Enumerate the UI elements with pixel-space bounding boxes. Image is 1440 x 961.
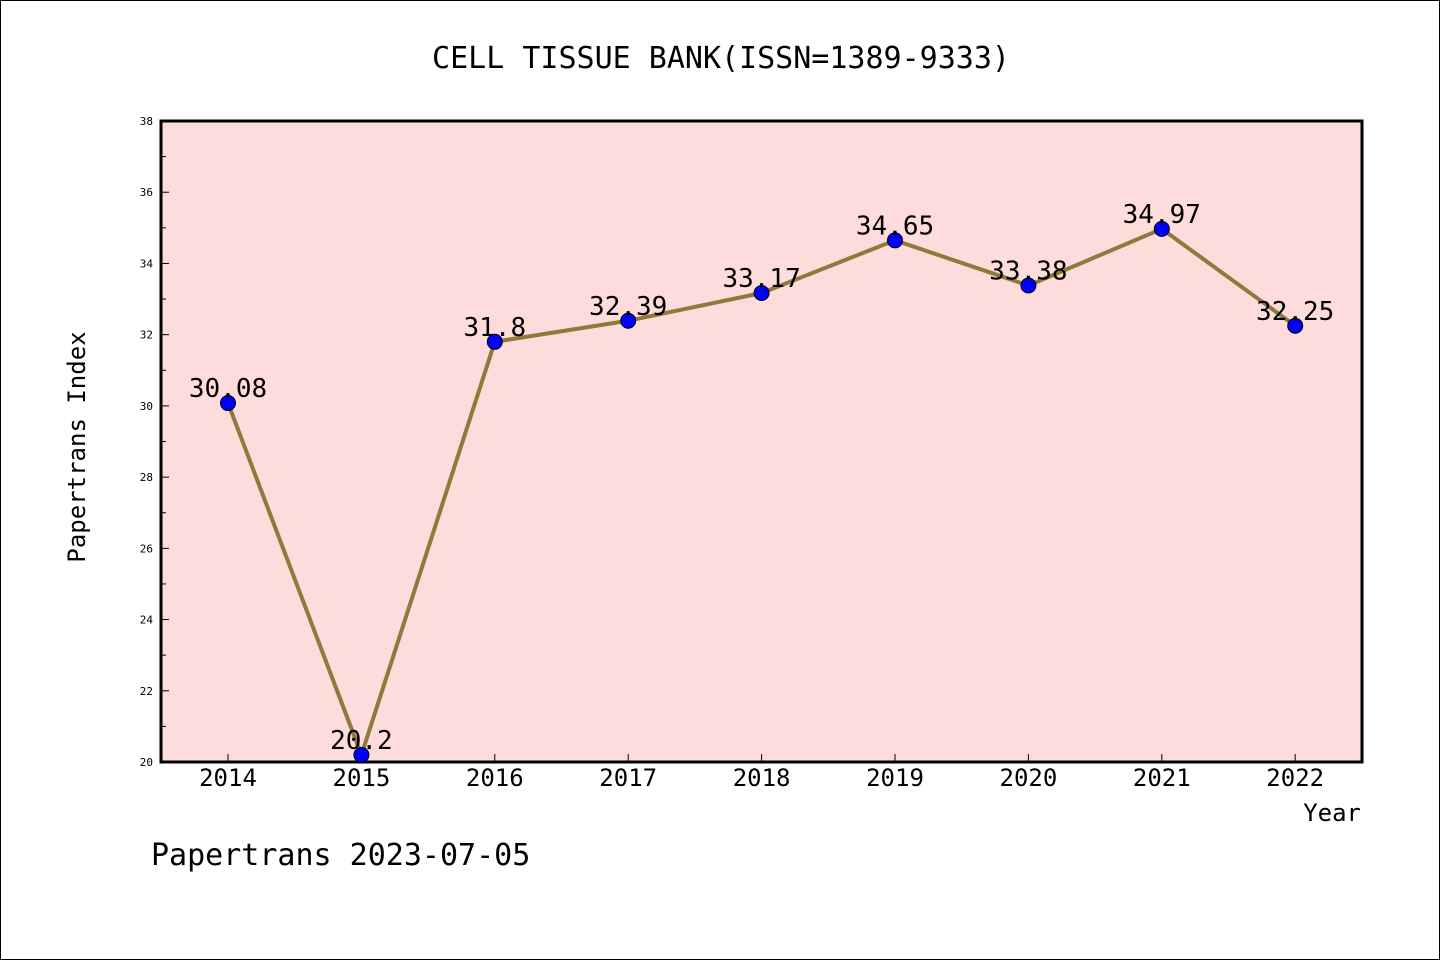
data-label: 31.8 <box>463 313 526 343</box>
x-axis-title: Year <box>1303 799 1361 827</box>
x-tick-label: 2016 <box>466 764 524 792</box>
y-axis-title: Papertrans Index <box>63 331 91 562</box>
data-label: 34.65 <box>856 211 934 241</box>
data-point <box>1020 277 1037 294</box>
x-axis: 2014 2015 2016 2017 2018 2019 2020 2021 2022 <box>199 754 1324 792</box>
y-tick-label: 26 <box>140 542 153 555</box>
x-tick-label: 2022 <box>1266 764 1324 792</box>
x-tick-label: 2019 <box>866 764 924 792</box>
data-point <box>887 232 903 249</box>
y-tick-label: 24 <box>140 614 154 627</box>
y-tick-label: 20 <box>140 756 153 769</box>
data-point <box>620 312 637 329</box>
data-label: 33.17 <box>722 264 800 294</box>
data-point <box>486 333 503 350</box>
y-tick-label: 28 <box>140 471 153 484</box>
y-tick-label: 34 <box>140 257 154 270</box>
data-point <box>753 285 770 302</box>
y-tick-label: 36 <box>140 186 153 199</box>
data-label: 33.38 <box>989 257 1067 287</box>
chart-title: CELL TISSUE BANK(ISSN=1389-9333) <box>432 41 1010 76</box>
y-tick-label: 32 <box>140 329 153 342</box>
x-tick-label: 2020 <box>1000 764 1058 792</box>
footer-credit: Papertrans 2023-07-05 <box>151 838 530 873</box>
data-label: 32.39 <box>589 292 667 322</box>
x-tick-label: 2014 <box>199 764 257 792</box>
data-point <box>1287 317 1304 334</box>
data-point <box>220 395 236 412</box>
data-point <box>353 746 370 763</box>
y-axis: 20 22 24 26 28 30 32 34 36 38 <box>140 115 169 769</box>
series-markers <box>220 220 1304 763</box>
y-tick-label: 30 <box>140 400 153 413</box>
data-label: 34.97 <box>1123 200 1201 230</box>
y-tick-label: 38 <box>140 115 153 128</box>
data-point <box>1153 220 1170 237</box>
x-tick-label: 2021 <box>1133 764 1191 792</box>
y-tick-label: 22 <box>140 685 153 698</box>
x-tick-label: 2015 <box>333 764 391 792</box>
x-tick-label: 2017 <box>599 764 657 792</box>
data-label: 30.08 <box>189 374 267 404</box>
data-label: 20.2 <box>330 726 393 756</box>
x-tick-label: 2018 <box>733 764 791 792</box>
data-label: 32.25 <box>1256 297 1334 327</box>
data-labels: 30.08 20.2 31.8 32.39 33.17 34.65 33.38 34.97 32… <box>189 200 1334 756</box>
